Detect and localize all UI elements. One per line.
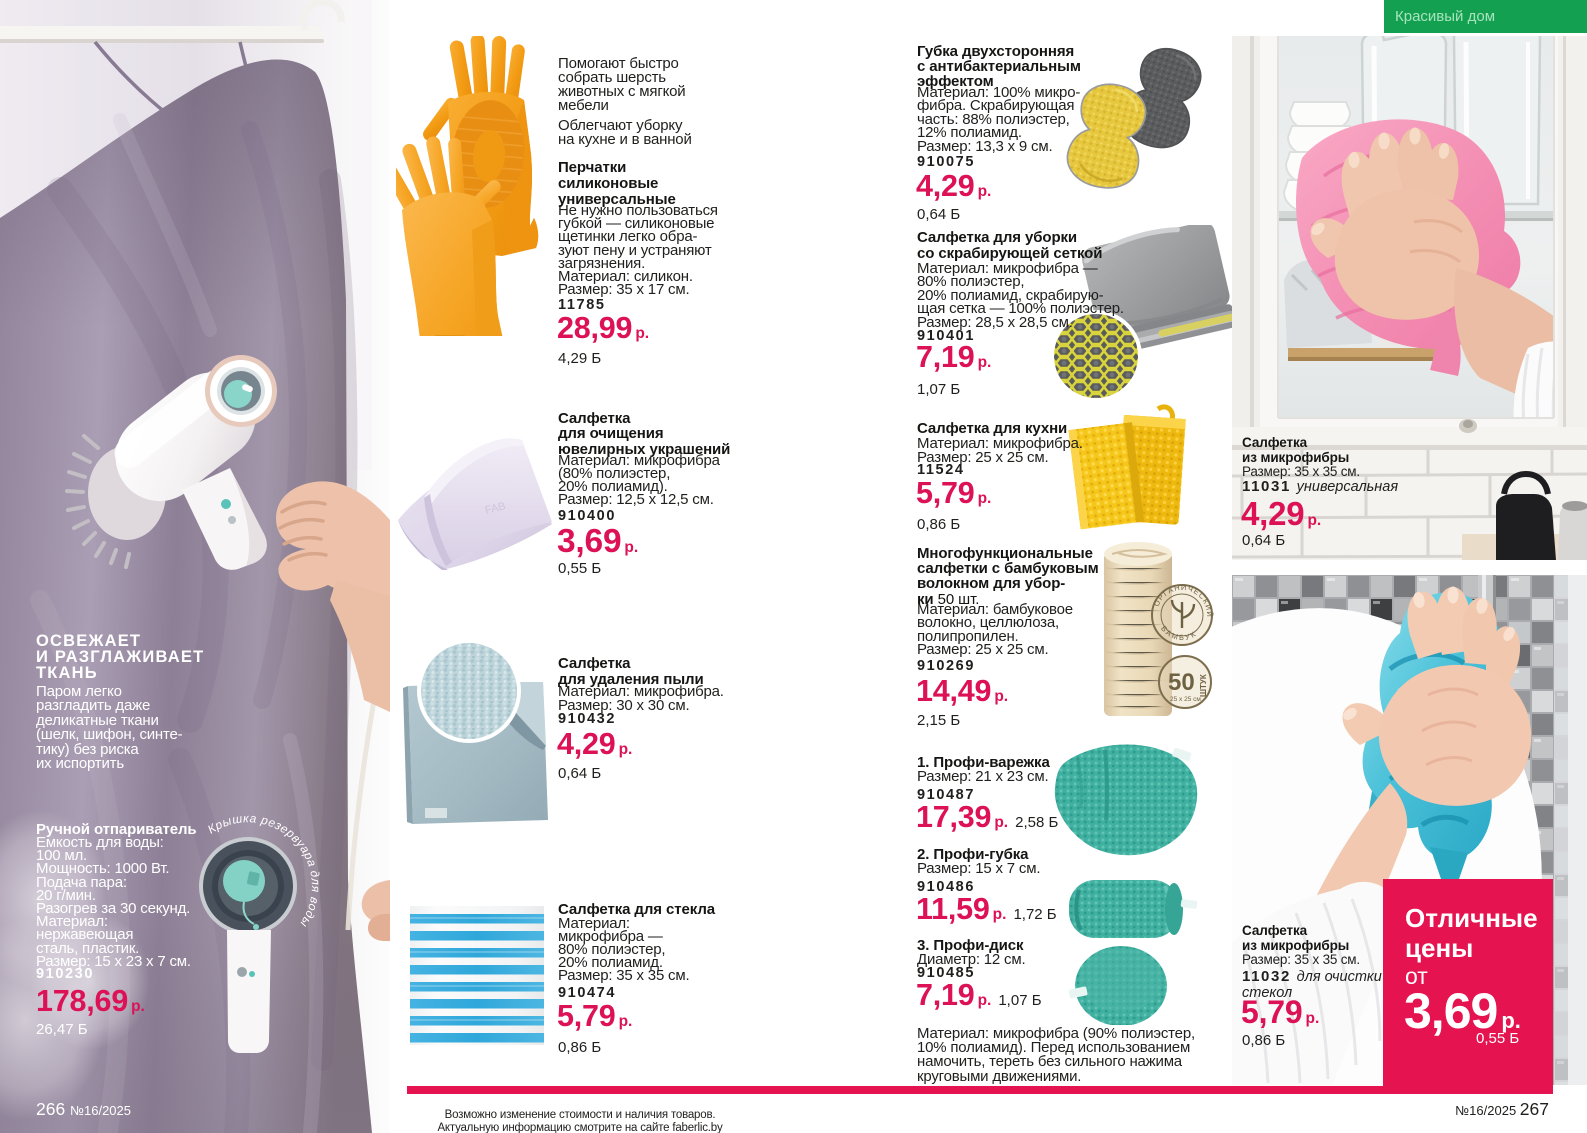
svg-text:FAB: FAB — [484, 500, 507, 517]
svg-text:ШТУК: ШТУК — [1199, 674, 1208, 697]
svg-text:50: 50 — [1168, 669, 1195, 696]
svg-text:25 x 25 см: 25 x 25 см — [1170, 696, 1201, 703]
